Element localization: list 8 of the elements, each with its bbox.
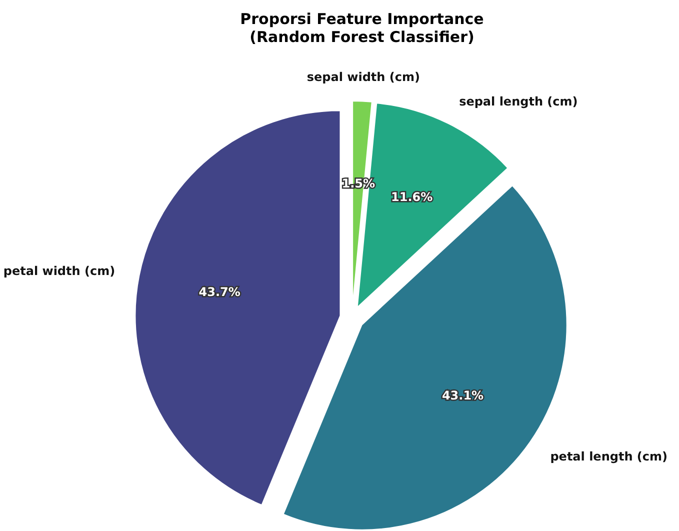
slice-label: sepal length (cm): [459, 94, 578, 109]
data-label: 11.6%: [391, 190, 433, 204]
slice-label: sepal width (cm): [306, 70, 420, 84]
chart-title: Proporsi Feature Importance (Random Forest Classifier): [240, 10, 484, 46]
data-label: 43.1%: [442, 388, 484, 402]
slice-label: petal width (cm): [3, 264, 116, 278]
data-label: 43.7%: [198, 284, 240, 299]
slice-label: petal length (cm): [550, 449, 668, 464]
